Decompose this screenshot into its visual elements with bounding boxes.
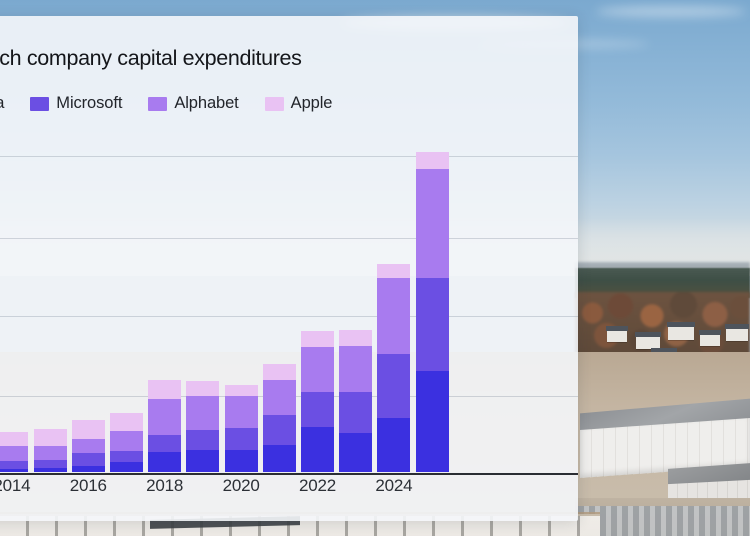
bar-segment-microsoft [415,278,449,371]
bar-2025[interactable] [415,152,449,472]
legend-item-alphabet[interactable]: Alphabet [148,94,239,113]
bar-segment-apple [339,329,373,346]
plot-area [0,140,578,475]
chart-title: Big Tech company capital expenditures [0,46,302,70]
bar-2022[interactable] [301,331,334,472]
bar-segment-meta [0,469,29,472]
bar-2016[interactable] [71,420,105,472]
gridline [0,316,578,317]
gridline [0,156,578,157]
house [699,330,721,346]
bar-segment-alphabet [148,398,182,436]
bar-segment-meta [71,465,105,472]
legend-item-meta[interactable]: Meta [0,94,4,113]
x-tick-2014: 2014 [0,476,31,495]
legend-swatch-apple [264,96,284,111]
bar-segment-meta [339,432,373,472]
bar-2019[interactable] [186,380,220,472]
legend-label: Apple [290,94,333,112]
x-axis-tick-labels: 2014 2016 2018 2020 2022 2024 [0,476,578,506]
bar-segment-microsoft [262,415,296,446]
x-tick-2020: 2020 [222,476,260,495]
bar-segment-microsoft [71,453,105,466]
legend-label: Alphabet [174,94,239,112]
bar-segment-alphabet [415,169,449,278]
bar-segment-meta [224,450,258,472]
x-tick-2022: 2022 [298,476,337,495]
bar-2023[interactable] [339,329,373,472]
bar-segment-alphabet [224,395,258,428]
bar-segment-microsoft [110,450,143,463]
bar-segment-apple [0,431,29,446]
bar-2017[interactable] [110,412,143,472]
bar-segment-microsoft [224,427,258,451]
bar-segment-meta [148,451,182,472]
distant-ridge [575,262,750,272]
bar-segment-apple [301,331,334,347]
bar-segment-apple [415,152,449,170]
bar-segment-alphabet [339,345,373,393]
stacked-materials [578,506,750,536]
house [635,332,661,349]
bar-segment-alphabet [71,438,105,454]
bar-segment-microsoft [339,392,373,433]
legend-label: Meta [0,94,4,113]
bar-segment-meta [186,450,220,472]
x-tick-2016: 2016 [69,476,107,495]
bar-2020[interactable] [224,385,258,472]
bar-2015[interactable] [33,429,67,472]
bar-segment-meta [110,462,143,472]
legend-label: Microsoft [56,94,123,112]
legend-swatch-microsoft [30,96,50,111]
bar-2021[interactable] [262,363,296,472]
bar-segment-alphabet [33,445,67,460]
bar-segment-apple [186,380,220,397]
x-tick-2018: 2018 [146,476,184,495]
house [606,326,628,342]
bar-segment-microsoft [33,459,67,469]
bar-segment-microsoft [301,392,334,427]
cloud [596,6,746,17]
bar-segment-meta [301,426,334,472]
x-tick-2024: 2024 [375,476,413,495]
bar-2018[interactable] [148,379,182,472]
bar-segment-alphabet [186,396,220,431]
bar-segment-apple [71,420,105,439]
legend-item-microsoft[interactable]: Microsoft [30,94,122,113]
bar-segment-alphabet [301,346,334,393]
bar-segment-microsoft [377,353,411,418]
bar-segment-meta [415,370,449,472]
bar-segment-apple [148,379,182,399]
bar-segment-meta [262,445,296,472]
bar-segment-apple [224,385,258,396]
chart-legend: Meta Microsoft Alphabet Apple [0,94,332,113]
bar-segment-apple [377,263,411,278]
bar-segment-meta [33,468,67,472]
bar-segment-apple [262,363,296,380]
bar-segment-microsoft [0,461,29,470]
bar-segment-alphabet [110,431,143,451]
bar-2024[interactable] [377,263,411,472]
legend-swatch-alphabet [148,96,168,111]
house [667,322,695,340]
bar-segment-microsoft [148,435,182,452]
bar-segment-meta [377,418,411,472]
x-axis-line [0,473,578,475]
gridline [0,238,578,239]
bar-segment-apple [110,412,143,432]
bar-segment-apple [33,429,67,446]
house [725,324,749,341]
bar-segment-alphabet [0,445,29,462]
chart-overlay-panel: Big Tech company capital expenditures Me… [0,16,578,521]
bar-segment-alphabet [377,277,411,354]
bar-segment-alphabet [262,379,296,416]
legend-item-apple[interactable]: Apple [264,94,333,113]
bar-2014[interactable] [0,431,29,472]
bar-segment-microsoft [186,430,220,451]
